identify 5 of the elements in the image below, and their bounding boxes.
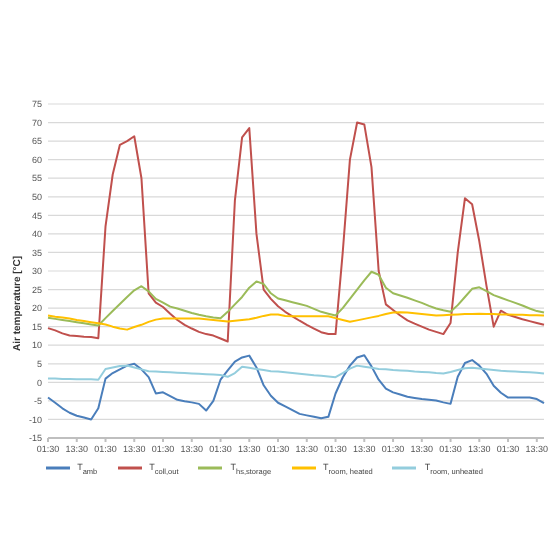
line-series [47,311,545,331]
line-series [47,364,545,381]
line-series [47,121,545,343]
line-series [47,354,545,421]
line-series [47,270,545,327]
